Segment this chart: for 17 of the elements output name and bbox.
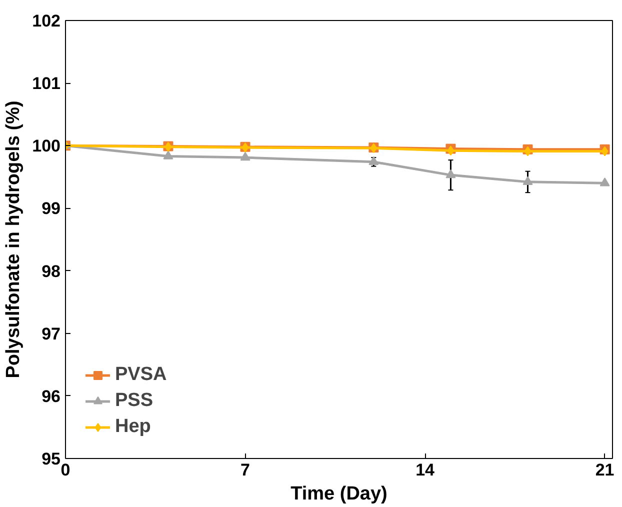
y-tick-label: 99 bbox=[42, 199, 61, 218]
y-tick-label: 102 bbox=[32, 12, 61, 30]
x-tick-label: 14 bbox=[416, 460, 436, 480]
x-tick-label: 21 bbox=[595, 460, 614, 480]
y-tick-label: 100 bbox=[32, 136, 61, 156]
y-tick-label: 97 bbox=[42, 324, 61, 344]
legend-label: Hep bbox=[115, 416, 151, 438]
x-tick-label: 0 bbox=[60, 460, 70, 480]
y-axis-title: Polysulfonate in hydrogels (%) bbox=[3, 100, 24, 378]
y-tick-label: 96 bbox=[42, 386, 61, 406]
legend-label: PSS bbox=[115, 390, 154, 412]
y-tick-label: 98 bbox=[42, 262, 61, 281]
y-tick-label: 95 bbox=[42, 450, 61, 468]
y-tick-label: 101 bbox=[32, 74, 61, 94]
x-tick-label: 7 bbox=[240, 460, 250, 480]
x-axis-title: Time (Day) bbox=[290, 484, 388, 504]
legend-label: PVSA bbox=[115, 364, 167, 386]
